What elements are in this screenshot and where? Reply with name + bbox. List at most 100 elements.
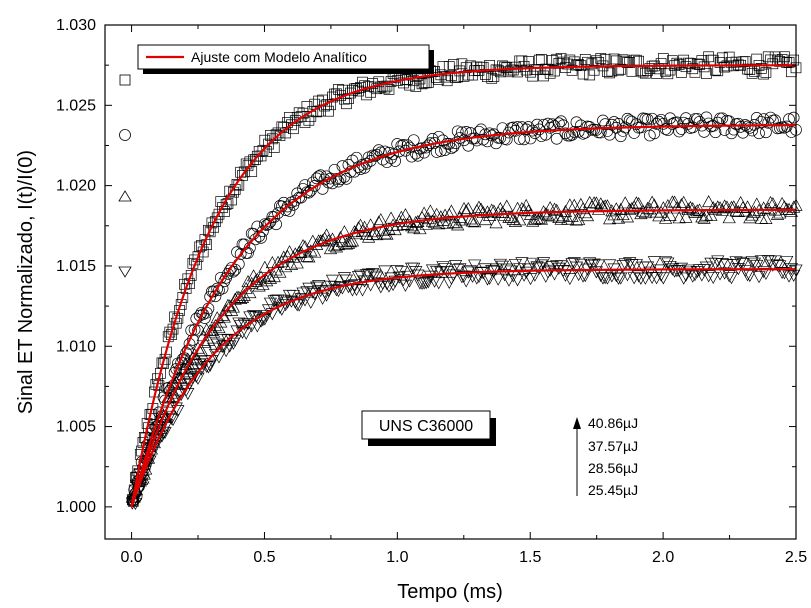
data-point-triangle-up [532, 211, 546, 224]
data-point-triangle-up [263, 271, 278, 284]
data-point-triangle-up [405, 219, 419, 232]
data-point-square [769, 51, 781, 63]
data-point-triangle-up [632, 196, 646, 210]
data-point-triangle-up [370, 228, 384, 241]
data-point-triangle-down [761, 255, 775, 268]
data-point-circle [750, 112, 763, 124]
data-point-triangle-down [754, 255, 768, 268]
data-point-triangle-down [603, 259, 617, 272]
data-point-triangle-down [440, 266, 454, 279]
data-point-triangle-down [419, 277, 433, 290]
data-point-triangle-down [163, 410, 177, 423]
data-point-circle [381, 156, 393, 169]
data-point-triangle-up [611, 211, 626, 224]
y-tick-label: 1.010 [56, 338, 96, 355]
data-point-triangle-down [459, 275, 473, 288]
data-point-square [676, 67, 687, 78]
data-point-square [617, 54, 629, 66]
data-point-triangle-down [645, 271, 659, 285]
data-point-circle [393, 145, 406, 158]
data-point-triangle-up [166, 389, 180, 402]
data-point-triangle-down [677, 272, 691, 285]
data-point-square [755, 63, 767, 74]
data-point-triangle-down [260, 309, 274, 323]
data-point-circle [418, 146, 430, 159]
data-point-square [488, 71, 500, 82]
data-point-circle [725, 127, 738, 140]
data-point-circle [222, 268, 234, 280]
data-point-square [303, 114, 315, 126]
data-point-triangle-down [745, 256, 759, 269]
data-point-triangle-up [561, 212, 575, 225]
data-point-triangle-up [187, 347, 202, 361]
data-point-circle [494, 131, 507, 144]
data-point-square [523, 56, 534, 67]
data-point-triangle-down [351, 271, 366, 284]
data-point-triangle-up [706, 201, 720, 214]
data-point-square [213, 208, 225, 220]
data-point-triangle-down [421, 276, 435, 289]
data-point-triangle-up [775, 196, 789, 209]
data-point-circle [346, 154, 359, 167]
data-point-square [673, 59, 685, 70]
data-point-triangle-down [212, 351, 226, 364]
data-point-triangle-down [298, 294, 312, 307]
data-point-triangle-up [734, 195, 748, 209]
x-tick-label: 0.0 [120, 549, 142, 566]
data-point-triangle-down [647, 256, 661, 269]
data-point-triangle-down [234, 320, 248, 333]
fit-line-1 [130, 64, 797, 508]
data-point-triangle-down [359, 269, 374, 282]
data-point-triangle-down [171, 405, 185, 418]
data-point-square [503, 66, 515, 78]
data-point-triangle-up [444, 204, 458, 217]
data-point-triangle-down [364, 279, 378, 292]
energy-label-4: 25.45µJ [588, 482, 638, 498]
data-point-square [599, 54, 611, 65]
data-point-triangle-down [583, 257, 597, 270]
data-point-triangle-down [508, 258, 522, 272]
data-point-circle [760, 126, 772, 139]
data-point-square [760, 66, 772, 78]
data-point-circle [264, 215, 277, 228]
data-point-triangle-up [378, 227, 392, 240]
data-point-triangle-down [417, 277, 431, 290]
data-point-triangle-up [747, 205, 762, 218]
data-point-triangle-down [430, 265, 444, 279]
data-point-square [185, 270, 197, 281]
data-point-triangle-down [521, 263, 535, 276]
data-point-square [624, 57, 636, 68]
data-point-triangle-up [552, 210, 566, 223]
data-point-triangle-down [734, 256, 748, 269]
data-point-triangle-up [513, 213, 527, 226]
data-point-circle [664, 112, 676, 125]
data-point-triangle-up [353, 218, 368, 231]
data-point-square [437, 61, 449, 72]
data-point-square [323, 105, 334, 117]
data-point-triangle-down [757, 266, 771, 279]
data-point-square [751, 53, 763, 65]
data-point-triangle-down [656, 272, 670, 285]
data-point-triangle-up [500, 199, 514, 212]
data-point-triangle-up [722, 211, 736, 224]
data-point-triangle-down [629, 259, 643, 272]
data-point-circle [456, 126, 468, 139]
data-point-triangle-up [489, 216, 503, 229]
data-point-triangle-down [493, 258, 507, 271]
data-point-triangle-down [780, 255, 794, 269]
data-point-triangle-down [189, 370, 203, 383]
data-point-triangle-down [378, 265, 392, 278]
y-tick-label: 1.000 [56, 499, 96, 516]
data-point-square [177, 292, 189, 303]
data-point-triangle-up [713, 201, 727, 214]
data-point-triangle-down [777, 267, 792, 280]
data-point-triangle-up [770, 207, 785, 220]
data-point-triangle-down [455, 271, 469, 284]
data-point-circle [737, 126, 749, 139]
data-point-circle [303, 186, 315, 199]
data-point-circle [268, 211, 281, 223]
data-point-triangle-down [672, 265, 686, 278]
legend-markers [118, 74, 132, 278]
data-point-triangle-down [296, 287, 310, 300]
legend-triangle-up-marker [118, 190, 132, 202]
